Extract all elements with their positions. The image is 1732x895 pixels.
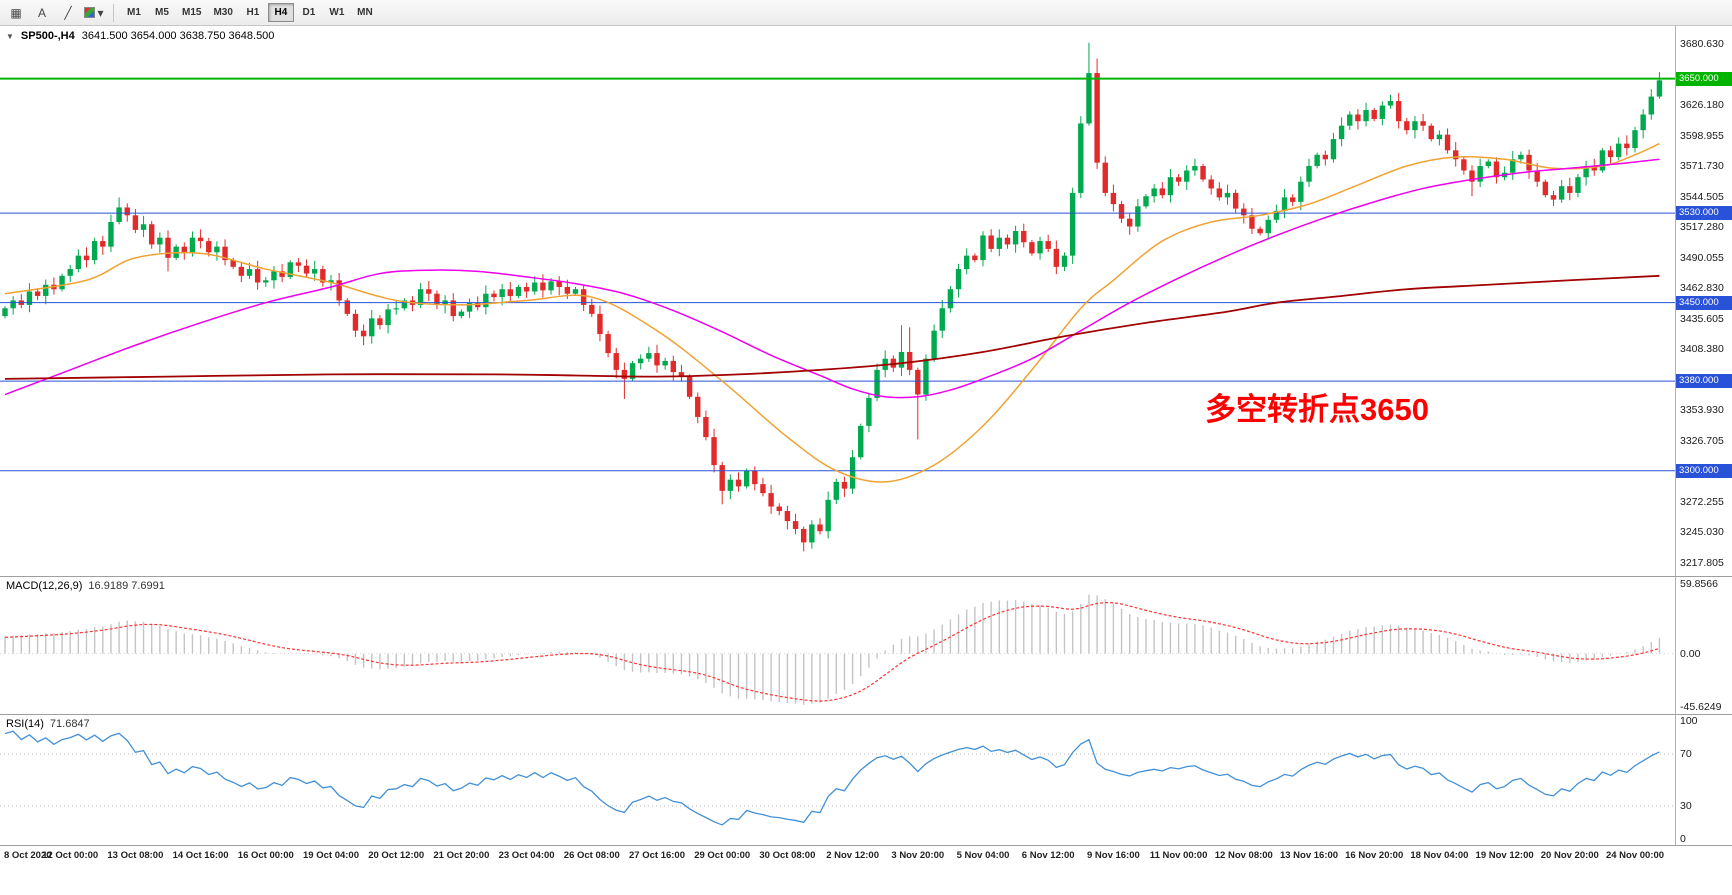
macd-signal-line — [4, 601, 1660, 702]
time-label: 29 Oct 00:00 — [694, 850, 751, 861]
axis-label: 70 — [1680, 748, 1692, 760]
price-tag[interactable]: 3380.000 — [1676, 374, 1732, 389]
time-label: 16 Oct 00:00 — [237, 850, 294, 861]
rsi-panel: RSI(14) 71.6847 100 70 30 0 — [0, 714, 1732, 845]
colors-dropdown-icon[interactable]: ▾ — [82, 3, 106, 23]
price-axis: 3680.630 3626.180 3598.955 3571.730 3544.505… — [1675, 26, 1732, 576]
time-label: 30 Oct 08:00 — [759, 850, 816, 861]
axis-label: 0 — [1680, 833, 1686, 845]
ma-fast-orange — [4, 142, 1660, 483]
timeframe-h4[interactable]: H4 — [267, 3, 294, 22]
time-label: 11 Nov 00:00 — [1149, 850, 1208, 861]
time-label: 21 Oct 20:00 — [433, 850, 490, 861]
time-label: 20 Oct 12:00 — [368, 850, 425, 861]
main-chart-panel: ▼ SP500-,H4 3641.500 3654.000 3638.750 3… — [0, 26, 1732, 576]
axis-label: 3517.280 — [1680, 221, 1724, 234]
timeframe-m5[interactable]: M5 — [149, 3, 175, 22]
axis-label: 3598.955 — [1680, 129, 1724, 142]
time-label: 24 Nov 00:00 — [1605, 850, 1665, 861]
time-label: 8 Oct 2020 — [4, 850, 52, 861]
time-label: 19 Oct 04:00 — [303, 850, 359, 861]
timeframe-m15[interactable]: M15 — [177, 3, 206, 22]
text-tool-icon[interactable]: A — [30, 3, 54, 23]
timeframe-h1[interactable]: H1 — [240, 3, 266, 22]
drawing-tools-group: ▦ A ╱ ▾ — [4, 3, 106, 23]
time-label: 23 Oct 04:00 — [498, 850, 555, 861]
axis-label: 3353.930 — [1680, 404, 1724, 417]
axis-label: 3245.030 — [1680, 526, 1724, 539]
time-label: 5 Nov 04:00 — [956, 850, 1010, 861]
axis-label: 3571.730 — [1680, 160, 1724, 173]
timeframe-w1[interactable]: W1 — [324, 3, 350, 22]
candles — [2, 42, 1663, 552]
time-label: 3 Nov 20:00 — [891, 850, 945, 861]
price-tag[interactable]: 3300.000 — [1676, 463, 1732, 478]
axis-label: 59.8566 — [1680, 578, 1718, 591]
candlestick-chart[interactable] — [0, 26, 1675, 576]
macd-values: 16.9189 7.6991 — [88, 580, 165, 592]
rsi-values: 71.6847 — [49, 718, 90, 730]
ma-mid-magenta — [4, 158, 1660, 399]
axis-label: 3272.255 — [1680, 495, 1724, 508]
macd-chart[interactable] — [0, 577, 1675, 714]
time-label: 12 Nov 08:00 — [1214, 850, 1273, 861]
time-label: 13 Nov 16:00 — [1279, 850, 1339, 861]
time-label: 18 Nov 04:00 — [1410, 850, 1469, 861]
price-tag[interactable]: 3530.000 — [1676, 206, 1732, 221]
quick-trade-icon[interactable]: ▼ — [6, 31, 14, 41]
timeframe-group: M1 M5 M15 M30 H1 H4 D1 W1 MN — [121, 3, 378, 22]
time-label: 27 Oct 16:00 — [629, 850, 685, 861]
time-label: 9 Nov 16:00 — [1086, 850, 1140, 861]
axis-label: -45.6249 — [1680, 700, 1722, 713]
axis-label: 100 — [1680, 715, 1698, 727]
time-axis: 8 Oct 2020 12 Oct 00:00 13 Oct 08:00 14 Oct… — [0, 845, 1732, 895]
timeframe-m30[interactable]: M30 — [208, 3, 237, 22]
chart-title: ▼ SP500-,H4 3641.500 3654.000 3638.750 3… — [6, 30, 274, 42]
axis-label: 3544.505 — [1680, 190, 1724, 203]
time-label: 6 Nov 12:00 — [1021, 850, 1075, 861]
axis-label: 3490.055 — [1680, 251, 1724, 264]
time-label: 20 Nov 20:00 — [1540, 850, 1599, 861]
time-label: 16 Nov 20:00 — [1345, 850, 1404, 861]
timeframe-mn[interactable]: MN — [352, 3, 378, 22]
toolbar: ▦ A ╱ ▾ M1 M5 M15 M30 H1 H4 D1 W1 MN — [0, 0, 1732, 26]
axis-label: 3326.705 — [1680, 434, 1724, 447]
time-label: 26 Oct 08:00 — [563, 850, 620, 861]
rsi-chart[interactable] — [0, 715, 1675, 845]
axis-label: 3408.380 — [1680, 343, 1724, 356]
macd-axis: 59.8566 0.00 -45.6249 — [1675, 577, 1732, 714]
axis-label: 3217.805 — [1680, 556, 1724, 569]
toolbar-separator — [113, 3, 114, 22]
time-labels: 8 Oct 2020 12 Oct 00:00 13 Oct 08:00 14 Oct… — [0, 846, 1675, 895]
ma-slow-darkred — [4, 274, 1660, 380]
timeframe-m1[interactable]: M1 — [121, 3, 147, 22]
annotation-text[interactable]: 多空转折点3650 — [1205, 392, 1429, 427]
time-label: 12 Oct 00:00 — [42, 850, 99, 861]
chart-grid-icon[interactable]: ▦ — [4, 3, 28, 23]
axis-label: 3462.830 — [1680, 282, 1724, 295]
rsi-line — [4, 730, 1660, 826]
price-tag[interactable]: 3650.000 — [1676, 71, 1732, 86]
axis-label: 3626.180 — [1680, 99, 1724, 112]
rsi-label: RSI(14) 71.6847 — [6, 718, 90, 730]
axis-label: 3680.630 — [1680, 38, 1724, 51]
axis-label: 30 — [1680, 800, 1692, 812]
axis-label: 3435.605 — [1680, 312, 1724, 325]
symbol-label: SP500-,H4 — [20, 30, 75, 42]
ohlc-values: 3641.500 3654.000 3638.750 3648.500 — [81, 30, 275, 42]
axis-label: 0.00 — [1680, 647, 1701, 660]
price-tag[interactable]: 3450.000 — [1676, 295, 1732, 310]
timeframe-d1[interactable]: D1 — [296, 3, 322, 22]
macd-panel: MACD(12,26,9) 16.9189 7.6991 59.8566 0.00 -… — [0, 576, 1732, 714]
time-label: 13 Oct 08:00 — [107, 850, 164, 861]
macd-label: MACD(12,26,9) 16.9189 7.6991 — [6, 580, 165, 592]
time-label: 2 Nov 12:00 — [826, 850, 879, 861]
trendline-tool-icon[interactable]: ╱ — [56, 3, 80, 23]
color-swatch — [84, 7, 96, 18]
time-label: 19 Nov 12:00 — [1475, 850, 1534, 861]
rsi-axis: 100 70 30 0 — [1675, 715, 1732, 845]
time-label: 14 Oct 16:00 — [172, 850, 229, 861]
